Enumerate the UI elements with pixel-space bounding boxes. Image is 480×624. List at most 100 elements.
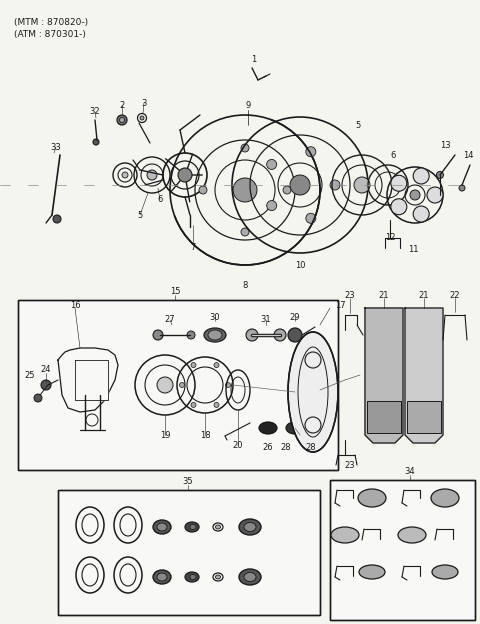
Circle shape <box>157 377 173 393</box>
Circle shape <box>459 185 465 191</box>
Ellipse shape <box>208 330 222 340</box>
Text: 6: 6 <box>157 195 163 205</box>
Text: 6: 6 <box>390 150 396 160</box>
Circle shape <box>117 115 127 125</box>
Ellipse shape <box>185 522 199 532</box>
Circle shape <box>391 175 407 191</box>
Ellipse shape <box>239 519 261 535</box>
Circle shape <box>180 383 184 388</box>
Circle shape <box>283 186 291 194</box>
Polygon shape <box>75 360 108 400</box>
Circle shape <box>53 215 61 223</box>
Ellipse shape <box>359 565 385 579</box>
Text: (MTM : 870820-): (MTM : 870820-) <box>14 18 88 27</box>
Text: 17: 17 <box>335 301 345 310</box>
Text: 35: 35 <box>183 477 193 487</box>
Ellipse shape <box>239 569 261 585</box>
Ellipse shape <box>331 527 359 543</box>
Text: 28: 28 <box>281 444 291 452</box>
Circle shape <box>241 228 249 236</box>
Text: 12: 12 <box>385 233 395 243</box>
Text: 5: 5 <box>137 210 143 220</box>
Circle shape <box>288 328 302 342</box>
Text: 25: 25 <box>25 371 35 379</box>
Text: 30: 30 <box>210 313 220 321</box>
Circle shape <box>147 170 157 180</box>
Circle shape <box>233 178 257 202</box>
Circle shape <box>120 117 124 122</box>
Circle shape <box>246 329 258 341</box>
Bar <box>58 490 320 615</box>
Ellipse shape <box>190 525 196 530</box>
Text: 14: 14 <box>463 150 473 160</box>
Ellipse shape <box>216 525 220 529</box>
Text: 8: 8 <box>242 281 248 290</box>
Text: 23: 23 <box>345 291 355 300</box>
Ellipse shape <box>288 332 338 452</box>
Polygon shape <box>365 308 403 443</box>
Ellipse shape <box>153 570 171 584</box>
Circle shape <box>306 147 316 157</box>
Ellipse shape <box>157 573 167 581</box>
Circle shape <box>413 206 429 222</box>
Circle shape <box>93 139 99 145</box>
Text: 31: 31 <box>261 316 271 324</box>
Ellipse shape <box>190 575 196 580</box>
Text: 19: 19 <box>160 431 170 439</box>
Text: 22: 22 <box>450 291 460 300</box>
Circle shape <box>391 199 407 215</box>
Text: 7: 7 <box>190 243 196 253</box>
Text: 27: 27 <box>165 316 175 324</box>
Ellipse shape <box>259 422 277 434</box>
Circle shape <box>427 187 443 203</box>
Circle shape <box>413 168 429 184</box>
Circle shape <box>187 331 195 339</box>
Text: 9: 9 <box>245 100 251 109</box>
Text: 20: 20 <box>233 441 243 449</box>
Ellipse shape <box>244 522 256 532</box>
Ellipse shape <box>432 565 458 579</box>
Text: 28: 28 <box>306 444 316 452</box>
Text: 10: 10 <box>295 260 305 270</box>
Ellipse shape <box>216 575 220 579</box>
Circle shape <box>191 402 196 407</box>
Polygon shape <box>58 348 118 412</box>
Text: 15: 15 <box>170 288 180 296</box>
Ellipse shape <box>431 489 459 507</box>
Ellipse shape <box>204 328 226 342</box>
Text: 18: 18 <box>200 431 210 439</box>
Circle shape <box>41 380 51 390</box>
Text: 5: 5 <box>355 120 360 130</box>
Circle shape <box>267 159 276 170</box>
Text: 33: 33 <box>50 142 61 152</box>
Bar <box>330 480 475 620</box>
Ellipse shape <box>398 527 426 543</box>
Circle shape <box>122 172 128 178</box>
Circle shape <box>436 172 444 178</box>
Ellipse shape <box>153 520 171 534</box>
Circle shape <box>214 402 219 407</box>
Circle shape <box>199 186 207 194</box>
Text: 34: 34 <box>405 467 415 477</box>
Ellipse shape <box>185 572 199 582</box>
Circle shape <box>140 116 144 120</box>
Text: 21: 21 <box>419 291 429 300</box>
Text: 29: 29 <box>290 313 300 321</box>
Circle shape <box>306 213 316 223</box>
Ellipse shape <box>244 572 256 582</box>
Ellipse shape <box>157 523 167 531</box>
Polygon shape <box>405 308 443 443</box>
Circle shape <box>241 144 249 152</box>
Circle shape <box>153 330 163 340</box>
Circle shape <box>410 190 420 200</box>
Circle shape <box>354 177 370 193</box>
Text: 1: 1 <box>252 56 257 64</box>
Text: 23: 23 <box>345 461 355 469</box>
Bar <box>407 401 441 433</box>
Text: 24: 24 <box>41 366 51 374</box>
Text: 13: 13 <box>440 140 450 150</box>
Circle shape <box>226 383 230 388</box>
Text: 26: 26 <box>263 444 273 452</box>
Bar <box>330 480 475 620</box>
Ellipse shape <box>286 422 304 434</box>
